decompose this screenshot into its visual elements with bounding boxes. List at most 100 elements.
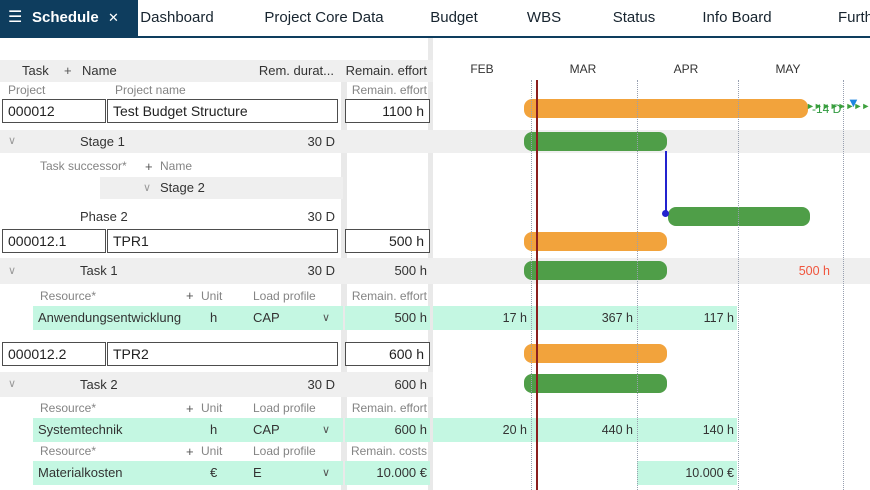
col-header-task: Task [22,63,49,78]
resource2-feb-value: 20 h [502,423,527,437]
tpr2-effort-input[interactable] [345,342,430,366]
month-label-mar: MAR [569,62,597,76]
subheader-project: Project [8,83,46,97]
stage2-label: Stage 2 [160,180,205,195]
dependency-endpoint [662,210,669,217]
task2-gantt-bar[interactable] [524,374,667,393]
add-resource-button[interactable]: + [186,401,194,416]
table-header-row [0,60,433,82]
stage1-duration: 30 D [307,134,335,149]
resource1-load: CAP [253,310,280,325]
dependency-line [665,151,667,213]
tpr2-gantt-bar[interactable] [524,344,667,363]
stage1-gantt-bar[interactable] [524,132,667,151]
resource2-mar-value: 440 h [601,423,633,437]
resource3-costs: 10.000 € [376,465,427,480]
resource1-mar-value: 367 h [601,311,633,325]
task2-collapse-icon[interactable]: ∨ [8,378,17,390]
task2-duration: 30 D [307,377,335,392]
hamburger-icon[interactable]: ☰ [8,9,23,26]
project-buffer-label: -14 D [812,102,842,116]
phase2-gantt-bar[interactable] [668,207,810,226]
tpr1-gantt-bar[interactable] [524,232,667,251]
tpr2-id-input[interactable] [2,342,106,366]
deadline-marker-icon[interactable]: ▼ [847,95,860,110]
tpr1-name-input[interactable] [107,229,338,253]
tab-dashboard[interactable]: Dashboard [140,9,214,26]
resource3-costs-cell[interactable] [345,461,430,485]
stage1-collapse-icon[interactable]: ∨ [8,135,17,147]
resource2-apr-value: 140 h [702,423,734,437]
resource1-row[interactable] [33,306,343,330]
resource-header-label: Resource* [40,444,97,458]
buffer-chevrons-icon: ►►►►►►►► [806,101,870,111]
resource3-gantt-cell [637,461,737,485]
task2-row [0,372,433,397]
resource-header-label: Resource* [40,289,97,303]
tab-schedule[interactable]: ☰ Schedule ✕ [0,0,138,36]
tab-further[interactable]: Furthe [838,9,870,26]
task1-collapse-icon[interactable]: ∨ [8,265,17,277]
resource-header-unit: Unit [201,401,223,415]
stage1-row [0,130,870,153]
resource-header-unit: Unit [201,444,223,458]
phase2-label: Phase 2 [80,209,128,224]
resource2-unit: h [210,422,218,437]
resource1-apr-value: 117 h [703,311,734,325]
resource2-effort: 600 h [394,422,427,437]
tab-budget[interactable]: Budget [430,9,478,26]
task2-effort: 600 h [394,377,427,392]
task1-gantt-bar[interactable] [524,261,667,280]
resource2-load-dropdown-icon[interactable]: ∨ [322,424,331,436]
tabbar-underline [0,36,870,38]
resource1-unit: h [210,310,218,325]
resource2-name: Systemtechnik [38,422,123,437]
col-header-rem-duration: Rem. durat... [258,63,334,78]
resource3-load: E [253,465,262,480]
resource1-effort-cell[interactable] [345,306,430,330]
month-gridline [843,80,844,490]
project-effort-input[interactable] [345,99,430,123]
resource-header-load: Load profile [253,444,316,458]
resource-header-remain-costs: Remain. costs [350,444,427,458]
resource-header-remain: Remain. effort [351,289,427,303]
resource1-load-dropdown-icon[interactable]: ∨ [322,312,331,324]
resource2-gantt-strip [433,418,737,442]
stage2-chevron-icon[interactable]: ∨ [143,182,152,194]
task1-label: Task 1 [80,263,118,278]
tpr1-id-input[interactable] [2,229,106,253]
close-tab-icon[interactable]: ✕ [108,10,119,25]
successor-header-name: Name [160,159,193,173]
tpr2-name-input[interactable] [107,342,338,366]
project-name-input[interactable] [107,99,338,123]
month-gridline [637,80,638,490]
resource2-row[interactable] [33,418,343,442]
tab-project-core-data[interactable]: Project Core Data [264,9,384,26]
phase2-duration: 30 D [307,209,335,224]
active-tab-label: Schedule [32,9,99,26]
resource2-effort-cell[interactable] [345,418,430,442]
tpr1-effort-input[interactable] [345,229,430,253]
add-resource-button[interactable]: + [186,444,194,459]
resource3-name: Materialkosten [38,465,123,480]
add-task-button[interactable]: + [64,63,72,78]
resource3-row[interactable] [33,461,343,485]
resource1-name: Anwendungsentwicklung [38,310,182,325]
task1-overdue-effort: 500 h [798,264,830,278]
subheader-project-name: Project name [115,83,186,97]
col-header-name: Name [82,63,117,78]
col-header-remain-effort: Remain. effort [345,63,427,78]
tab-info-board[interactable]: Info Board [702,9,772,26]
resource1-feb-value: 17 h [502,311,527,325]
project-gantt-bar[interactable] [524,99,808,118]
tab-wbs[interactable]: WBS [526,9,562,26]
tab-status[interactable]: Status [612,9,656,26]
resource3-load-dropdown-icon[interactable]: ∨ [322,467,331,479]
add-resource-button[interactable]: + [186,288,194,303]
successor-header-label: Task successor* [40,159,127,173]
project-id-input[interactable] [2,99,106,123]
add-successor-button[interactable]: + [145,159,153,174]
stage1-label: Stage 1 [80,134,125,149]
resource-header-label: Resource* [40,401,97,415]
